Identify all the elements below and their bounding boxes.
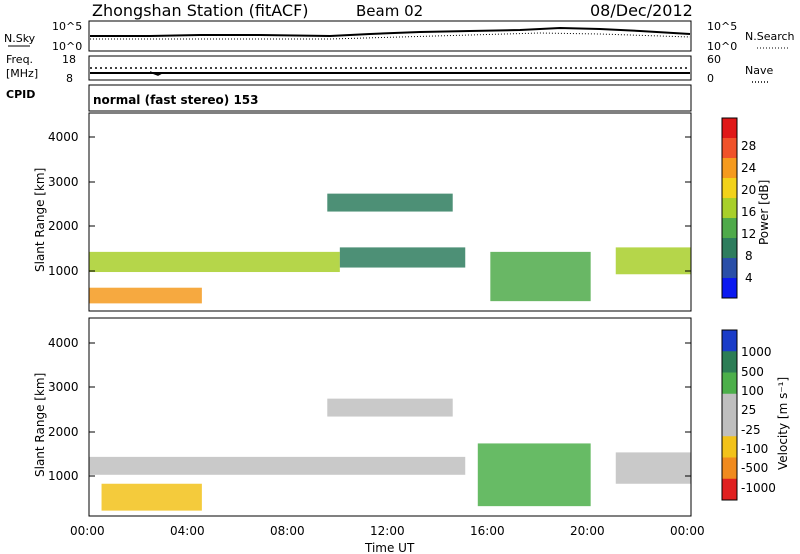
freq-left-tick-bottom: 8 <box>66 72 73 85</box>
noise-search-line <box>90 32 691 40</box>
xtick-0800: 08:00 <box>270 524 305 538</box>
power-cbar-swatch-8 <box>722 278 737 299</box>
xtick-2400: 00:00 <box>670 524 705 538</box>
velocity-cbar-swatch-6 <box>722 457 737 480</box>
x-axis-label: Time UT <box>364 541 415 554</box>
velocity-cbar-swatch-7 <box>722 478 737 501</box>
velocity-ytick-4000: 4000 <box>48 336 79 350</box>
velocity-cbar-label: Velocity [m s⁻¹] <box>776 377 790 470</box>
vel-cbar-tick-minus100: -100 <box>741 442 768 456</box>
nave-right-tick-top: 60 <box>707 53 721 66</box>
power-ytick-2000: 2000 <box>48 219 79 233</box>
station-title: Zhongshan Station (fitACF) <box>92 1 309 20</box>
velocity-cbar-swatch-5 <box>722 436 737 458</box>
power-ylabel: Slant Range [km] <box>33 168 47 272</box>
cpid-panel: CPID normal (fast stereo) 153 <box>6 84 692 112</box>
vel-cbar-tick-minus1000: -1000 <box>741 481 776 495</box>
xtick-0400: 04:00 <box>170 524 205 538</box>
power-band-4 <box>490 251 591 302</box>
power-band-0 <box>89 251 340 273</box>
power-cbar-swatch-4 <box>722 198 737 219</box>
power-cbar-swatch-6 <box>722 238 737 259</box>
power-ytick-1000: 1000 <box>48 264 79 278</box>
freq-left-tick-top: 18 <box>62 53 76 66</box>
noise-right-tick-top: 10^5 <box>707 20 737 33</box>
noise-left-label: N.Sky <box>4 32 36 45</box>
velocity-cbar-swatch-4 <box>722 415 737 437</box>
velocity-band-4 <box>615 452 691 484</box>
xtick-0000: 00:00 <box>70 524 105 538</box>
power-cbar-tick-20: 20 <box>741 183 756 197</box>
power-cbar-tick-16: 16 <box>741 205 756 219</box>
velocity-cbar-swatch-3 <box>722 393 737 416</box>
noise-panel: N.Sky 10^5 10^0 10^5 10^0 N.Search <box>4 20 795 53</box>
power-cbar-swatch-1 <box>722 138 737 159</box>
date-label: 08/Dec/2012 <box>590 1 693 20</box>
cpid-text: normal (fast stereo) 153 <box>93 93 259 107</box>
freq-label-2: [MHz] <box>6 67 38 80</box>
power-cbar-swatch-7 <box>722 258 737 279</box>
cpid-label: CPID <box>6 88 35 101</box>
velocity-ytick-3000: 3000 <box>48 380 79 394</box>
power-cbar-tick-4: 4 <box>745 271 753 285</box>
vel-cbar-tick-1000: 1000 <box>741 345 772 359</box>
noise-left-tick-top: 10^5 <box>52 20 82 33</box>
freq-panel: Freq. [MHz] 18 8 60 0 Nave <box>6 53 773 85</box>
vel-cbar-tick-minus25: -25 <box>741 423 761 437</box>
power-colorbar: 28 24 20 16 12 8 4 Power [dB] <box>721 117 771 299</box>
power-data <box>89 193 691 304</box>
velocity-cbar-swatch-0 <box>722 330 737 352</box>
power-cbar-tick-28: 28 <box>741 139 756 153</box>
velocity-cbar-swatch-1 <box>722 351 737 373</box>
vel-cbar-tick-100: 100 <box>741 384 764 398</box>
nave-right-tick-bottom: 0 <box>707 72 714 85</box>
power-cbar-swatch-3 <box>722 178 737 199</box>
nave-label: Nave <box>745 64 773 77</box>
vel-cbar-tick-minus500: -500 <box>741 461 768 475</box>
velocity-ylabel: Slant Range [km] <box>33 373 47 477</box>
velocity-band-3 <box>477 443 591 507</box>
xtick-2000: 20:00 <box>570 524 605 538</box>
xtick-1200: 12:00 <box>370 524 405 538</box>
velocity-ytick-1000: 1000 <box>48 469 79 483</box>
velocity-data <box>89 398 691 511</box>
power-cbar-tick-12: 12 <box>741 227 756 241</box>
velocity-band-2 <box>327 398 453 417</box>
x-axis: 00:00 04:00 08:00 12:00 16:00 20:00 00:0… <box>70 524 705 554</box>
velocity-panel: Slant Range [km] 4000 3000 2000 1000 <box>33 317 692 517</box>
power-ytick-4000: 4000 <box>48 130 79 144</box>
velocity-ytick-2000: 2000 <box>48 425 79 439</box>
freq-label-1: Freq. <box>6 53 33 66</box>
power-cbar-swatch-5 <box>722 218 737 239</box>
velocity-cbar-swatch-2 <box>722 372 737 395</box>
power-cbar-tick-8: 8 <box>745 249 753 263</box>
velocity-band-0 <box>89 456 466 475</box>
power-band-2 <box>89 287 202 304</box>
velocity-band-1 <box>101 483 202 511</box>
power-cbar-swatch-2 <box>722 158 737 179</box>
power-cbar-tick-24: 24 <box>741 161 756 175</box>
vel-cbar-tick-25: 25 <box>741 403 756 417</box>
power-cbar-label: Power [dB] <box>757 180 771 245</box>
vel-cbar-tick-500: 500 <box>741 365 764 379</box>
xtick-1600: 16:00 <box>470 524 505 538</box>
power-panel: Slant Range [km] 4000 3000 2000 1000 <box>33 112 692 312</box>
velocity-colorbar: 1000 500 100 25 -25 -100 -500 -1000 Velo… <box>721 329 790 501</box>
noise-sky-line <box>90 26 691 38</box>
power-band-3 <box>327 193 453 212</box>
noise-right-label: N.Search <box>745 30 795 43</box>
power-ytick-3000: 3000 <box>48 175 79 189</box>
beam-label: Beam 02 <box>356 2 423 20</box>
noise-left-tick-bottom: 10^0 <box>52 40 82 53</box>
power-band-1 <box>339 247 466 268</box>
noise-right-tick-bottom: 10^0 <box>707 40 737 53</box>
power-band-5 <box>615 247 691 275</box>
power-cbar-swatch-0 <box>722 118 737 139</box>
